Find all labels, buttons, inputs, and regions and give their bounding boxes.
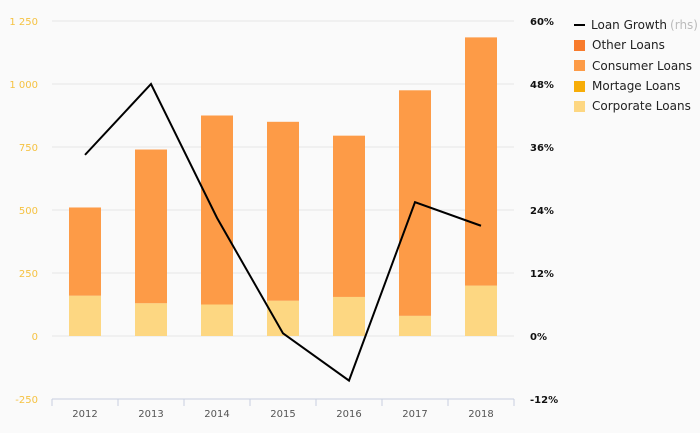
right-tick-label: -12%	[530, 395, 558, 406]
legend-label: Loan Growth	[591, 18, 668, 33]
legend-item-mortage-loans[interactable]: Mortage Loans	[574, 76, 698, 96]
bar-consumer-loans	[267, 121, 299, 301]
bar-consumer-loans	[333, 135, 365, 297]
x-tick-label: 2017	[402, 409, 427, 420]
x-tick-label: 2015	[270, 409, 295, 420]
legend-item-corporate-loans[interactable]: Corporate Loans	[574, 96, 698, 116]
legend-swatch	[574, 60, 585, 72]
x-tick-label: 2013	[138, 409, 163, 420]
bar-corporate-loans	[69, 295, 101, 336]
legend-swatch	[574, 80, 585, 92]
right-tick-label: 48%	[530, 80, 554, 91]
left-tick-label: 1 250	[9, 17, 38, 28]
legend-label: Corporate Loans	[592, 99, 691, 114]
bar-consumer-loans	[201, 115, 233, 305]
legend-label: Consumer Loans	[592, 58, 693, 73]
legend-item-other-loans[interactable]: Other Loans	[574, 35, 698, 55]
legend-label: Mortage Loans	[592, 79, 681, 94]
bar-consumer-loans	[135, 149, 167, 304]
right-tick-label: 0%	[530, 332, 547, 343]
left-tick-label: 1 000	[9, 80, 38, 91]
x-tick-label: 2014	[204, 409, 229, 420]
legend-label: Other Loans	[592, 38, 665, 53]
legend-swatch-line	[574, 24, 586, 27]
legend-item-consumer-loans[interactable]: Consumer Loans	[574, 56, 698, 76]
bar-corporate-loans	[399, 315, 431, 336]
right-tick-label: 12%	[530, 269, 554, 280]
chart-legend: Loan Growth (rhs) Other Loans Consumer L…	[574, 15, 698, 116]
x-tick-label: 2016	[336, 409, 361, 420]
bar-corporate-loans	[135, 303, 167, 336]
legend-swatch	[574, 100, 585, 112]
bar-corporate-loans	[267, 300, 299, 336]
left-tick-label: 0	[32, 332, 38, 343]
x-tick-label: 2018	[468, 409, 493, 420]
legend-suffix: (rhs)	[670, 18, 698, 33]
x-tick-label: 2012	[72, 409, 97, 420]
bar-corporate-loans	[465, 285, 497, 336]
legend-item-loan-growth[interactable]: Loan Growth (rhs)	[574, 15, 698, 35]
left-tick-label: 250	[19, 269, 38, 280]
left-tick-label: 500	[19, 206, 38, 217]
bar-consumer-loans	[465, 37, 497, 286]
right-tick-label: 60%	[530, 17, 554, 28]
bar-corporate-loans	[333, 296, 365, 336]
bar-consumer-loans	[69, 207, 101, 296]
bar-corporate-loans	[201, 304, 233, 336]
right-tick-label: 24%	[530, 206, 554, 217]
legend-swatch	[574, 39, 585, 51]
right-tick-label: 36%	[530, 143, 554, 154]
left-tick-label: -250	[15, 395, 38, 406]
left-tick-label: 750	[19, 143, 38, 154]
loan-growth-line	[84, 82, 482, 383]
